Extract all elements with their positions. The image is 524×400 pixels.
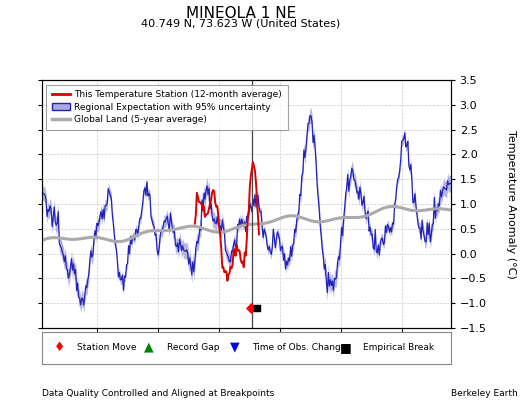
Y-axis label: Temperature Anomaly (°C): Temperature Anomaly (°C) (506, 130, 516, 278)
Text: Berkeley Earth: Berkeley Earth (451, 389, 517, 398)
Text: ▼: ▼ (230, 341, 239, 354)
Legend: This Temperature Station (12-month average), Regional Expectation with 95% uncer: This Temperature Station (12-month avera… (47, 84, 288, 130)
Text: Data Quality Controlled and Aligned at Breakpoints: Data Quality Controlled and Aligned at B… (42, 389, 274, 398)
Text: Station Move: Station Move (77, 343, 136, 352)
Point (246, 305, 255, 311)
Text: Record Gap: Record Gap (167, 343, 219, 352)
Text: ▲: ▲ (144, 341, 154, 354)
Text: Empirical Break: Empirical Break (363, 343, 434, 352)
Text: 40.749 N, 73.623 W (United States): 40.749 N, 73.623 W (United States) (141, 18, 341, 28)
Text: ♦: ♦ (54, 341, 66, 354)
Text: MINEOLA 1 NE: MINEOLA 1 NE (186, 6, 296, 21)
Text: Time of Obs. Change: Time of Obs. Change (253, 343, 347, 352)
Text: ■: ■ (340, 341, 352, 354)
Point (253, 305, 261, 311)
